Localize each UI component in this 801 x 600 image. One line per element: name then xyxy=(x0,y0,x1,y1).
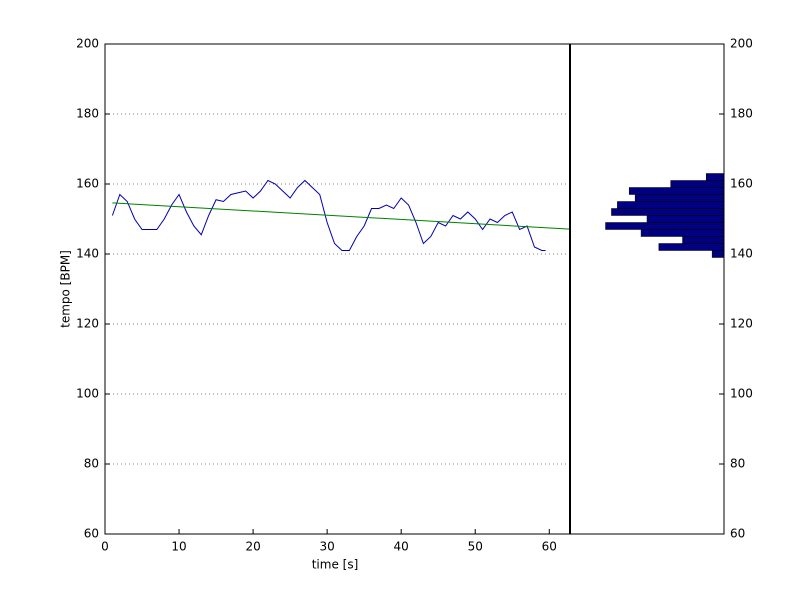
x-tick-label: 60 xyxy=(542,540,557,554)
histogram-bar xyxy=(605,222,725,230)
histogram-bar xyxy=(705,173,725,181)
histogram-bar xyxy=(658,243,725,251)
x-tick-label: 40 xyxy=(394,540,409,554)
y-tick-label: 180 xyxy=(76,107,99,121)
y-tick-label: 160 xyxy=(730,177,753,191)
histogram-bar xyxy=(711,250,725,258)
x-tick-label: 10 xyxy=(171,540,186,554)
x-tick-label: 30 xyxy=(319,540,334,554)
y-tick-label: 200 xyxy=(76,37,99,51)
y-tick-label: 140 xyxy=(76,247,99,261)
data-line xyxy=(111,179,546,251)
x-tick-label: 20 xyxy=(245,540,260,554)
y-tick-label: 80 xyxy=(730,457,745,471)
histogram-bar xyxy=(617,201,725,209)
y-axis-label: tempo [BPM] xyxy=(59,250,73,328)
y-tick-label: 140 xyxy=(730,247,753,261)
x-axis-label: time [s] xyxy=(312,558,359,572)
histogram-bar xyxy=(646,215,725,223)
data-line xyxy=(112,202,571,230)
y-tick-label: 160 xyxy=(76,177,99,191)
y-tick-label: 100 xyxy=(76,387,99,401)
y-tick-label: 80 xyxy=(84,457,99,471)
x-tick-label: 50 xyxy=(468,540,483,554)
y-tick-label: 100 xyxy=(730,387,753,401)
y-tick-label: 200 xyxy=(730,37,753,51)
histogram-bar xyxy=(611,208,725,216)
x-tick-label: 0 xyxy=(101,540,109,554)
y-tick-label: 180 xyxy=(730,107,753,121)
histogram-bar xyxy=(682,236,725,244)
y-tick-label: 60 xyxy=(730,527,745,541)
histogram-bar xyxy=(670,180,725,188)
histogram-bar xyxy=(628,187,725,195)
y-tick-label: 120 xyxy=(730,317,753,331)
histogram-bar xyxy=(634,194,725,202)
histogram-bar xyxy=(640,229,725,237)
y-tick-label: 60 xyxy=(84,527,99,541)
y-tick-label: 120 xyxy=(76,317,99,331)
